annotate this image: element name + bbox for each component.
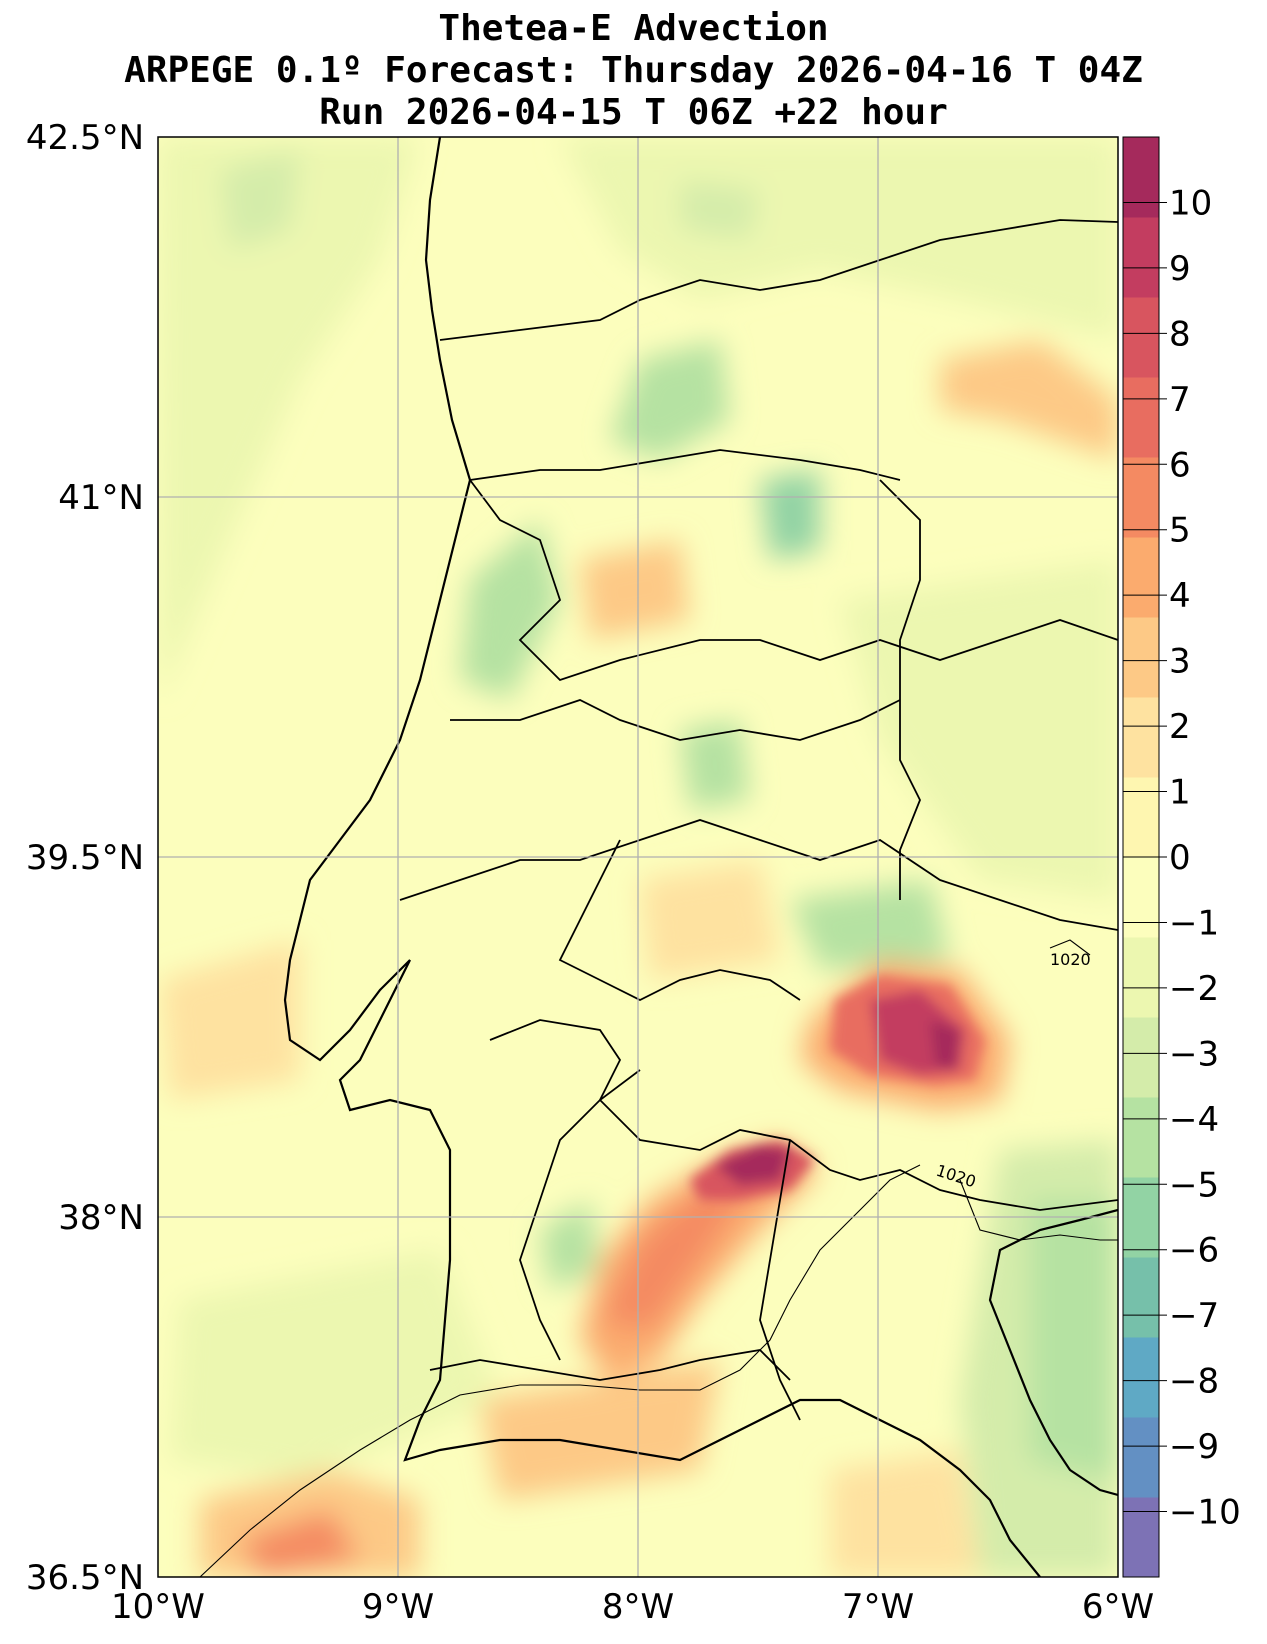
colorbar-tick-label: −2	[1169, 969, 1219, 1009]
colorbar-tick-label: 8	[1169, 314, 1191, 354]
colorbar-segment	[1123, 457, 1159, 538]
colorbar-tick-label: 2	[1169, 707, 1191, 747]
colorbar-segment	[1123, 857, 1159, 938]
colorbar-tick-label: −6	[1169, 1231, 1219, 1271]
colorbar-tick-label: 10	[1169, 183, 1212, 223]
colorbar-tick-label: 5	[1169, 511, 1191, 551]
chart-subtitle-forecast: ARPEGE 0.1º Forecast: Thursday 2026-04-1…	[124, 50, 1143, 91]
isobar-lines	[199, 939, 1118, 1577]
colorbar-segment	[1123, 1417, 1159, 1498]
colorbar-tick-label: 7	[1169, 380, 1191, 420]
lat-label: 39.5°N	[26, 838, 144, 878]
lon-label: 9°W	[362, 1587, 434, 1627]
colorbar-segment	[1123, 377, 1159, 458]
colorbar-tick-label: −3	[1169, 1034, 1219, 1074]
colorbar-tick-label: 6	[1169, 445, 1191, 485]
colorbar-tick-label: −4	[1169, 1100, 1219, 1140]
map-frame	[157, 136, 1119, 1578]
colorbar-segment	[1123, 1497, 1159, 1578]
colorbar-segment	[1123, 217, 1159, 298]
colorbar-segment	[1123, 1337, 1159, 1418]
colorbar-tick-label: −7	[1169, 1296, 1219, 1336]
colorbar-tick-label: −10	[1169, 1493, 1241, 1533]
lon-label: 8°W	[602, 1587, 674, 1627]
colorbar-segment	[1123, 537, 1159, 618]
colorbar-segment	[1123, 617, 1159, 698]
colorbar-segment	[1123, 697, 1159, 778]
colorbar-segment	[1123, 937, 1159, 1018]
colorbar-tick-label: 1	[1169, 773, 1191, 813]
coastline	[283, 137, 1118, 1577]
colorbar-tick-label: −1	[1169, 903, 1219, 943]
lon-axis: 10°W 9°W 8°W 7°W 6°W	[111, 1587, 1154, 1627]
lat-label: 41°N	[58, 478, 144, 518]
colorbar-segment	[1123, 1017, 1159, 1098]
colorbar-tick-label: 3	[1169, 642, 1191, 682]
colorbar-tick-label: 9	[1169, 249, 1191, 289]
gridlines	[158, 137, 1118, 1577]
isobar-label: 1020	[1050, 950, 1091, 969]
colorbar-tick-label: 4	[1169, 576, 1191, 616]
lon-label: 10°W	[111, 1587, 205, 1627]
admin-borders	[399, 219, 1118, 1421]
colorbar-tick-label: 0	[1169, 838, 1191, 878]
lat-label: 38°N	[58, 1198, 144, 1238]
colorbar-tick-label: −5	[1169, 1165, 1219, 1205]
colorbar-segment	[1123, 1097, 1159, 1178]
colorbar-segment	[1123, 1257, 1159, 1338]
colorbar-segment	[1123, 1177, 1159, 1258]
chart-subtitle-run: Run 2026-04-15 T 06Z +22 hour	[319, 92, 948, 133]
lon-label: 6°W	[1082, 1587, 1154, 1627]
chart-title: Thetea-E Advection	[438, 8, 829, 49]
colorbar-segment	[1123, 297, 1159, 378]
lat-label: 42.5°N	[26, 118, 144, 158]
colorbar-tick-label: −8	[1169, 1362, 1219, 1402]
lon-label: 7°W	[842, 1587, 914, 1627]
lat-label: 36.5°N	[26, 1558, 144, 1598]
lat-axis: 42.5°N 41°N 39.5°N 38°N 36.5°N	[26, 118, 144, 1598]
colorbar-segment	[1123, 137, 1159, 218]
colorbar-segment	[1123, 777, 1159, 858]
colorbar-tick-label: −9	[1169, 1427, 1219, 1467]
